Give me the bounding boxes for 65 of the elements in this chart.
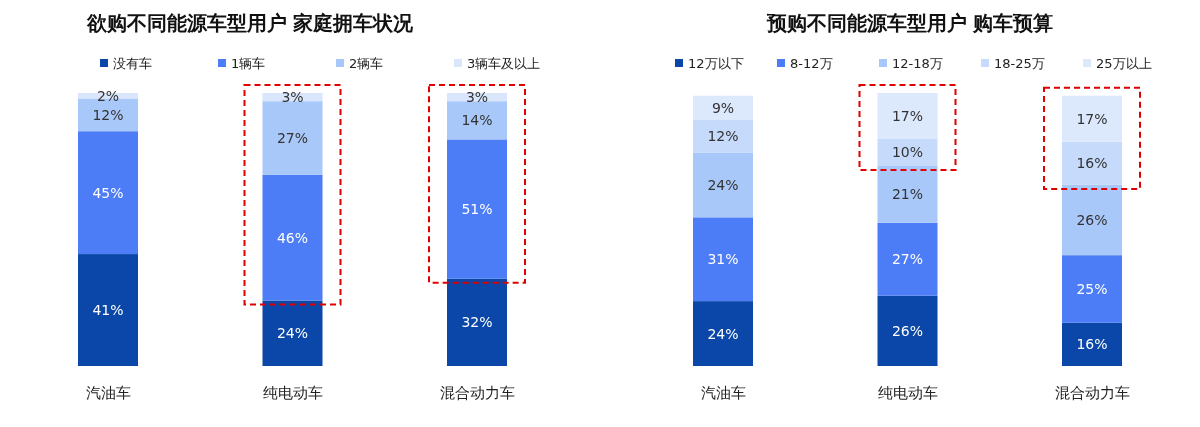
bar xyxy=(447,139,507,279)
chart-title: 欲购不同能源车型用户 家庭拥车状况 xyxy=(85,11,415,35)
data-label: 3% xyxy=(465,89,489,106)
data-label: 41% xyxy=(92,302,124,319)
x-tick-label: 汽油车 xyxy=(85,384,131,402)
bar xyxy=(447,278,507,366)
bar xyxy=(693,152,753,218)
legend-label: 12-18万 xyxy=(892,56,943,71)
x-tick-label: 混合动力车 xyxy=(1054,384,1130,402)
data-label: 26% xyxy=(1076,212,1108,229)
data-label: 27% xyxy=(891,251,924,268)
data-label: 12% xyxy=(707,128,739,145)
data-label: 24% xyxy=(276,325,309,342)
data-label: 17% xyxy=(1076,110,1108,127)
legend-label: 没有车 xyxy=(113,56,152,71)
bar xyxy=(447,101,507,140)
bar xyxy=(877,93,938,139)
bar xyxy=(877,295,938,366)
bar xyxy=(1062,184,1122,256)
data-label: 21% xyxy=(891,186,924,203)
data-label: 9% xyxy=(711,99,735,116)
bar xyxy=(262,174,323,301)
bar xyxy=(877,165,938,223)
bar xyxy=(877,222,938,296)
data-label: 16% xyxy=(1076,155,1108,172)
bar xyxy=(1062,322,1122,366)
data-label: 14% xyxy=(461,112,493,129)
data-label: 12% xyxy=(92,106,124,123)
data-label: 2% xyxy=(96,87,120,104)
legend-label: 2辆车 xyxy=(349,56,384,71)
bar xyxy=(693,217,753,302)
legend-label: 1辆车 xyxy=(231,56,266,71)
bar xyxy=(262,101,323,175)
legend-label: 18-25万 xyxy=(994,56,1045,71)
data-label: 26% xyxy=(891,322,924,339)
data-label: 31% xyxy=(707,251,739,268)
bar xyxy=(693,301,753,366)
legend-label: 3辆车及以上 xyxy=(467,56,541,71)
x-tick-label: 汽油车 xyxy=(700,384,746,402)
data-label: 10% xyxy=(891,144,924,161)
data-label: 16% xyxy=(1076,336,1108,353)
x-tick-label: 混合动力车 xyxy=(439,384,515,402)
data-label: 3% xyxy=(281,89,304,106)
bar xyxy=(1062,255,1122,323)
chart-title: 预购不同能源车型用户 购车预算 xyxy=(765,11,1054,35)
bar xyxy=(1062,95,1122,142)
data-label: 27% xyxy=(276,130,309,147)
bar xyxy=(1062,141,1122,185)
data-label: 46% xyxy=(276,229,309,246)
bar xyxy=(693,120,753,153)
data-label: 45% xyxy=(92,184,124,201)
x-tick-label: 纯电动车 xyxy=(262,384,323,402)
data-label: 25% xyxy=(1076,280,1108,297)
data-label: 24% xyxy=(707,325,739,342)
legend-label: 25万以上 xyxy=(1096,56,1152,71)
data-label: 51% xyxy=(461,201,493,218)
data-label: 32% xyxy=(461,314,493,331)
data-label: 24% xyxy=(707,176,739,193)
legend-label: 8-12万 xyxy=(790,56,833,71)
bar xyxy=(78,131,138,255)
bar xyxy=(262,300,323,366)
x-tick-label: 纯电动车 xyxy=(877,384,938,402)
data-label: 17% xyxy=(891,107,924,124)
legend-label: 12万以下 xyxy=(688,56,744,71)
bar xyxy=(78,254,138,366)
